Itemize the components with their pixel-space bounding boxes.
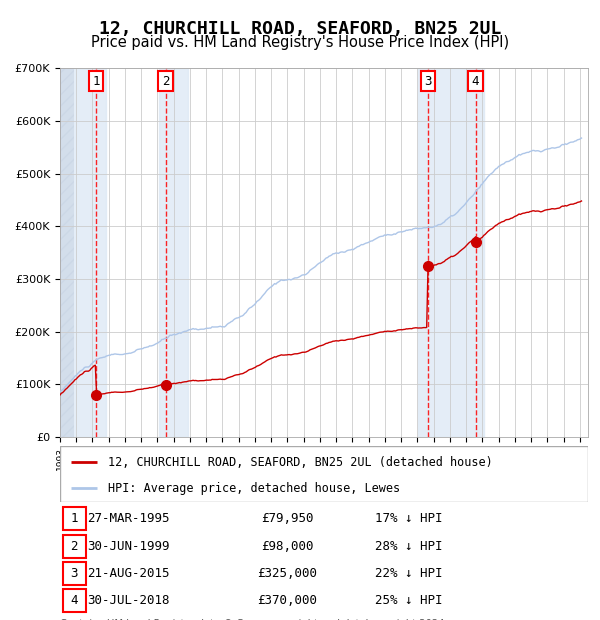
Text: 3: 3 [71,567,78,580]
Bar [60,68,106,437]
Text: £98,000: £98,000 [261,540,313,552]
Text: Contains HM Land Registry data © Crown copyright and database right 2024.
This d: Contains HM Land Registry data © Crown c… [60,619,448,620]
Text: 30-JUN-1999: 30-JUN-1999 [88,540,170,552]
Text: 2: 2 [162,74,169,87]
Text: 1: 1 [71,513,78,525]
Text: £325,000: £325,000 [257,567,317,580]
Text: Price paid vs. HM Land Registry's House Price Index (HPI): Price paid vs. HM Land Registry's House … [91,35,509,50]
Text: 17% ↓ HPI: 17% ↓ HPI [375,513,442,525]
Text: 2: 2 [71,540,78,552]
Bar [62,562,86,585]
Text: 27-MAR-1995: 27-MAR-1995 [88,513,170,525]
Bar [62,535,86,557]
Bar [62,508,86,530]
Text: 12, CHURCHILL ROAD, SEAFORD, BN25 2UL (detached house): 12, CHURCHILL ROAD, SEAFORD, BN25 2UL (d… [107,456,492,469]
Text: 12, CHURCHILL ROAD, SEAFORD, BN25 2UL: 12, CHURCHILL ROAD, SEAFORD, BN25 2UL [99,20,501,38]
Text: 21-AUG-2015: 21-AUG-2015 [88,567,170,580]
Bar [62,590,86,612]
Text: 30-JUL-2018: 30-JUL-2018 [88,595,170,607]
Text: £370,000: £370,000 [257,595,317,607]
Text: £79,950: £79,950 [261,513,313,525]
Text: 3: 3 [424,74,431,87]
Text: 22% ↓ HPI: 22% ↓ HPI [375,567,442,580]
Bar [60,68,74,437]
Text: 1: 1 [92,74,100,87]
Text: 28% ↓ HPI: 28% ↓ HPI [375,540,442,552]
Bar [418,68,484,437]
Text: 4: 4 [472,74,479,87]
Text: HPI: Average price, detached house, Lewes: HPI: Average price, detached house, Lewe… [107,482,400,495]
Bar [159,68,188,437]
Text: 25% ↓ HPI: 25% ↓ HPI [375,595,442,607]
Text: 4: 4 [71,595,78,607]
